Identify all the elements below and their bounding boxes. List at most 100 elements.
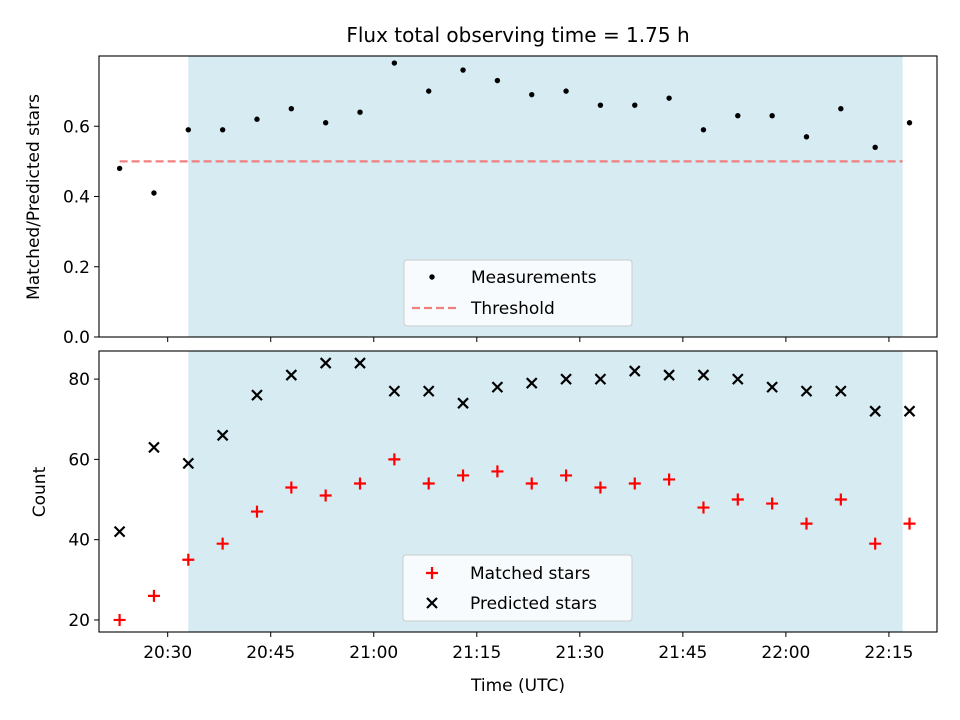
x-tick-label: 21:45: [658, 643, 707, 663]
top-y-ticks: 0.0 0.2 0.4 0.6: [63, 117, 99, 348]
predicted-star-point: [113, 525, 126, 538]
matched-star-point: [525, 477, 538, 490]
matched-star-point: [422, 477, 435, 490]
measurement-point: [597, 102, 604, 108]
measurement-point: [185, 127, 191, 133]
matched-star-point: [182, 553, 195, 566]
legend-predicted-label: Predicted stars: [470, 594, 597, 614]
measurement-point: [803, 134, 810, 140]
matched-star-point: [903, 517, 916, 530]
matched-star-point: [354, 477, 367, 490]
x-tick-label: 20:30: [143, 643, 192, 663]
top-x-ticks: [167, 337, 890, 342]
legend-matched-label: Matched stars: [470, 564, 590, 584]
predicted-star-point: [560, 373, 572, 385]
predicted-star-point: [182, 457, 195, 470]
x-tick-label: 22:00: [761, 643, 810, 663]
predicted-star-point: [251, 389, 263, 401]
predicted-star-point: [148, 441, 160, 454]
bottom-x-ticks: 20:30 20:45 21:00 21:15 21:30 21:45 22:00 22:15: [143, 632, 913, 663]
predicted-star-point: [319, 357, 332, 369]
x-tick-label: 21:15: [452, 643, 501, 663]
bottom-y-tick-label: 20: [68, 611, 90, 631]
matched-star-point: [113, 613, 126, 626]
predicted-star-point: [216, 429, 229, 442]
matched-star-point: [731, 493, 744, 506]
matched-star-point: [766, 497, 779, 510]
count-points: [113, 357, 916, 626]
top-legend: Measurements Threshold: [403, 259, 633, 327]
matched-star-point: [560, 469, 573, 482]
measurement-point: [563, 88, 569, 94]
top-panel: Flux total observing time = 1.75 h 0.0 0.…: [24, 23, 938, 348]
legend-predicted-marker: [426, 597, 438, 609]
predicted-star-point: [525, 377, 538, 389]
predicted-star-point: [491, 381, 504, 393]
matched-star-point: [834, 493, 847, 506]
top-axes-frame: [98, 55, 938, 338]
matched-star-point: [628, 477, 641, 490]
measurement-point: [632, 102, 638, 108]
predicted-star-point: [835, 385, 847, 397]
measurement-point: [151, 190, 157, 196]
measurement-point: [529, 91, 535, 98]
bottom-legend: Matched stars Predicted stars: [402, 554, 633, 622]
legend-threshold-label: Threshold: [470, 299, 555, 319]
chart-title: Flux total observing time = 1.75 h: [346, 23, 689, 47]
measurement-point: [700, 127, 707, 133]
legend-matched-marker: [426, 567, 438, 579]
bottom-y-ticks: 20 40 60 80: [68, 370, 99, 631]
predicted-star-point: [663, 369, 675, 381]
matched-star-point: [216, 537, 229, 550]
measurement-point: [426, 88, 432, 94]
measurement-point: [219, 127, 226, 133]
measurement-point: [494, 77, 501, 84]
measurement-point: [357, 109, 363, 115]
matched-star-point: [319, 489, 332, 502]
bottom-axes-frame: [98, 350, 938, 633]
predicted-star-point: [457, 397, 469, 409]
matched-star-point: [869, 537, 882, 550]
bottom-y-tick-label: 60: [68, 450, 90, 470]
measurement-point: [288, 105, 295, 112]
bottom-y-axis-label: Count: [30, 466, 50, 517]
measurement-point: [906, 120, 913, 126]
measurement-point: [735, 113, 741, 119]
predicted-star-point: [766, 381, 778, 393]
legend-measurements-marker: [429, 274, 435, 280]
x-tick-label: 21:00: [349, 643, 398, 663]
matched-star-point: [697, 501, 710, 514]
matched-star-point: [250, 505, 263, 518]
top-y-tick-label: 0.6: [63, 117, 90, 137]
matched-star-point: [388, 453, 401, 466]
predicted-star-point: [628, 365, 641, 377]
top-legend-box: [403, 259, 633, 327]
predicted-star-point: [354, 357, 366, 369]
matched-star-point: [594, 481, 607, 494]
x-axis-label: Time (UTC): [470, 676, 565, 696]
x-tick-label: 22:15: [864, 643, 913, 663]
measurement-point: [116, 165, 123, 172]
predicted-star-point: [388, 385, 401, 397]
predicted-star-point: [903, 405, 916, 417]
matched-star-point: [147, 589, 160, 602]
bottom-y-tick-label: 80: [68, 370, 90, 390]
matched-star-point: [491, 465, 504, 478]
matched-star-point: [800, 517, 813, 530]
top-y-tick-label: 0.2: [63, 258, 90, 278]
predicted-star-point: [800, 385, 813, 397]
predicted-star-point: [594, 373, 607, 385]
measurement-point: [769, 113, 775, 119]
x-tick-label: 20:45: [246, 643, 295, 663]
legend-measurements-label: Measurements: [471, 268, 597, 288]
bottom-legend-box: [402, 554, 633, 622]
measurement-point: [872, 144, 878, 151]
measurement-point: [666, 95, 672, 101]
predicted-star-point: [422, 385, 435, 397]
top-y-tick-label: 0.0: [63, 328, 90, 348]
predicted-star-point: [732, 373, 744, 385]
matched-star-point: [285, 481, 298, 494]
x-tick-label: 21:30: [555, 643, 604, 663]
